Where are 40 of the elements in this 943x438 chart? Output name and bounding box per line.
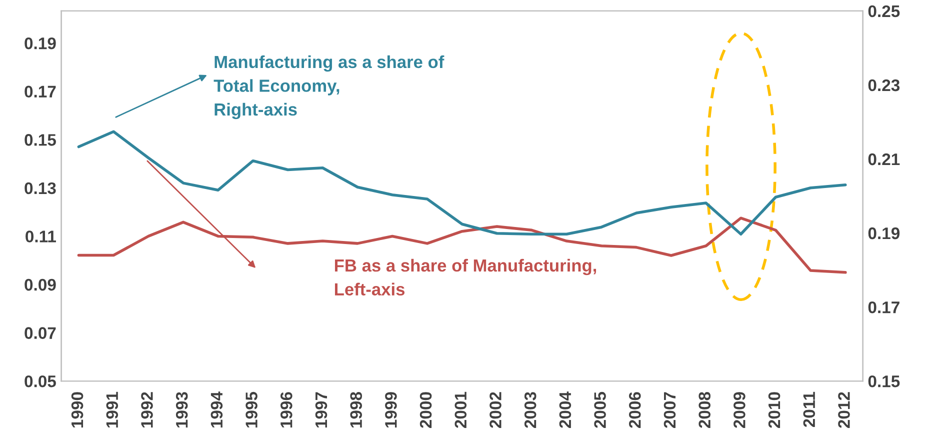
y2-tick-label: 0.21 xyxy=(868,153,900,166)
y-tick-label: 0.05 xyxy=(24,375,56,388)
y2-tick-label: 0.25 xyxy=(868,5,900,18)
x-tick-label: 2003 xyxy=(524,392,536,428)
x-tick-label: 2007 xyxy=(664,392,676,428)
y-tick-label: 0.17 xyxy=(24,86,56,98)
y-tick-label: 0.15 xyxy=(24,134,56,146)
x-tick-label: 2001 xyxy=(454,392,467,428)
y-tick-label: 0.11 xyxy=(26,230,56,242)
line-series xyxy=(77,130,847,236)
x-tick-label: 2010 xyxy=(768,392,780,428)
x-tick-label: 2004 xyxy=(559,392,572,428)
x-tick-label: 2011 xyxy=(803,392,816,428)
x-tick-label: 1990 xyxy=(71,392,84,428)
x-tick-label: 1999 xyxy=(385,392,397,428)
x-tick-label: 2009 xyxy=(734,392,746,428)
x-tick-label: 2006 xyxy=(628,392,641,428)
y2-tick-label: 0.17 xyxy=(868,301,900,314)
y2-tick-label: 0.15 xyxy=(868,375,900,388)
annotation: Manufacturing as a share of Total Economy, Right-axis xyxy=(214,55,444,120)
x-tick-label: 2005 xyxy=(594,392,606,428)
x-tick-label: 2002 xyxy=(490,392,502,428)
x-tick-label: 1992 xyxy=(141,392,153,428)
y-tick-label: 0.09 xyxy=(24,278,56,291)
x-tick-label: 1994 xyxy=(210,392,223,428)
y-tick-label: 0.13 xyxy=(24,182,56,194)
annotation: FB as a share of Manufacturing, Left-axis xyxy=(334,258,596,296)
x-tick-label: 2008 xyxy=(698,392,710,428)
y2-tick-label: 0.19 xyxy=(868,227,900,240)
y-tick-label: 0.07 xyxy=(24,327,56,339)
y2-tick-label: 0.23 xyxy=(868,79,900,92)
x-tick-label: 1998 xyxy=(350,392,362,428)
y-tick-label: 0.19 xyxy=(24,37,56,50)
x-tick-label: 1995 xyxy=(246,392,258,428)
x-tick-label: 1996 xyxy=(280,392,292,428)
x-tick-label: 1991 xyxy=(106,392,118,428)
x-tick-label: 2012 xyxy=(838,392,850,428)
x-tick-label: 1993 xyxy=(176,392,188,428)
x-tick-label: 2000 xyxy=(420,392,432,428)
x-tick-label: 1997 xyxy=(315,392,328,428)
